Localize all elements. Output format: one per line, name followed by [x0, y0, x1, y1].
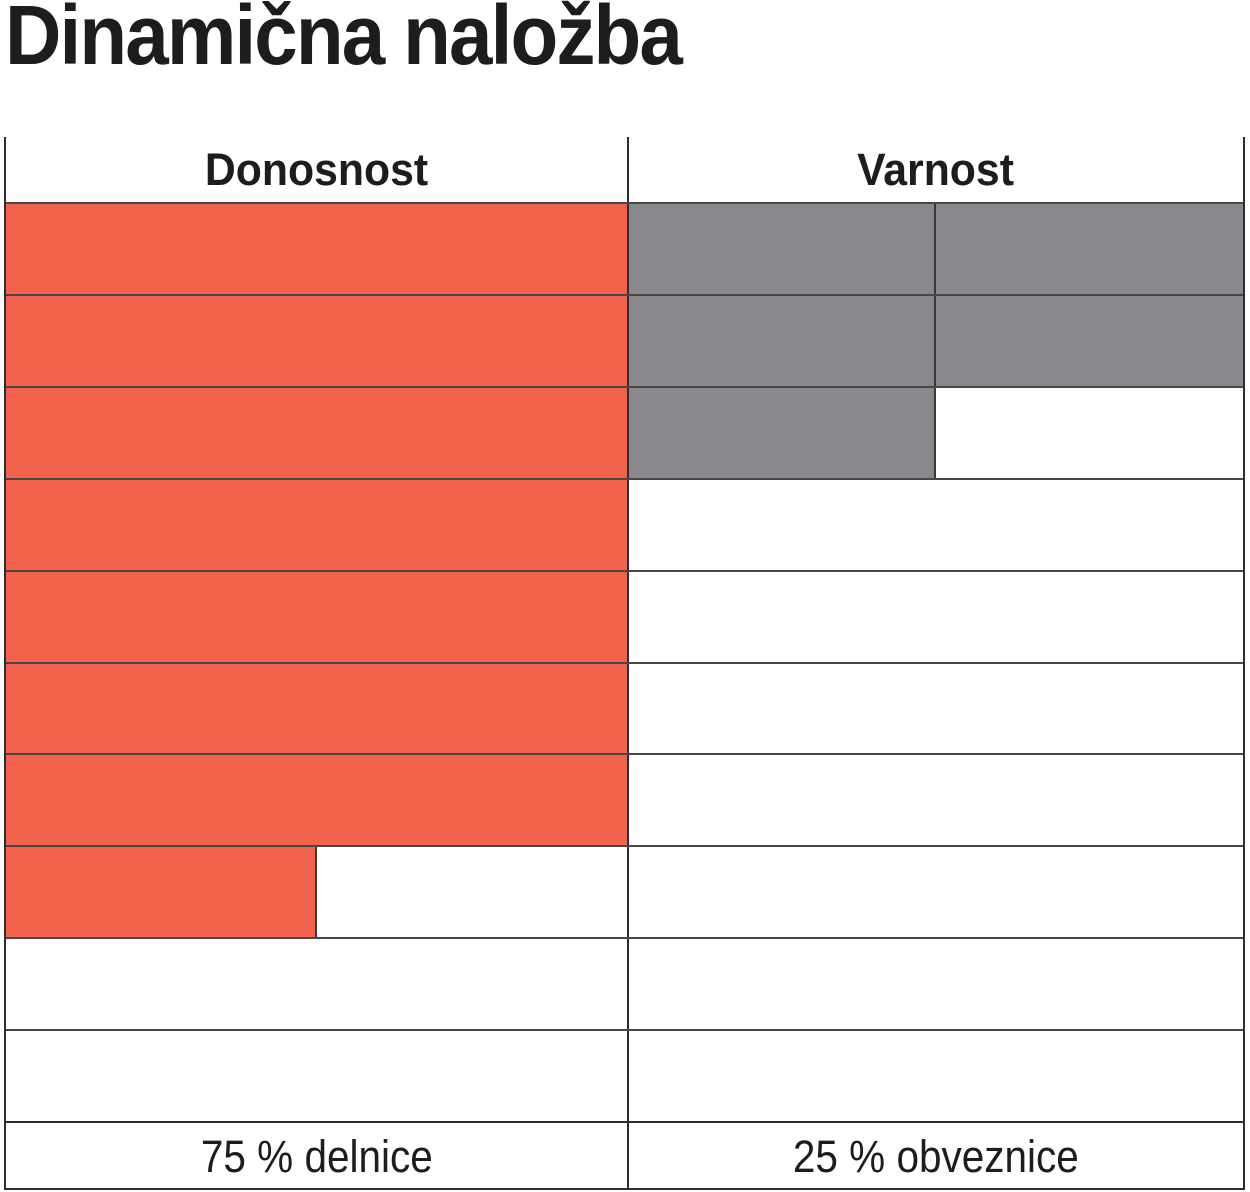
column-header-donosnost: Donosnost — [6, 137, 629, 202]
varnost-half-filled-cell — [629, 387, 936, 478]
rating-table: Donosnost Varnost 75 % delnice 25 % obve… — [4, 137, 1245, 1190]
varnost-cell — [629, 664, 1243, 754]
varnost-cell — [629, 480, 1243, 570]
donosnost-cell — [6, 387, 629, 478]
varnost-filled-subcell — [629, 204, 936, 294]
donosnost-filled-cell — [6, 663, 627, 754]
rating-row — [6, 293, 1243, 386]
rating-row — [6, 569, 1243, 662]
donosnost-filled-cell — [6, 204, 627, 294]
rating-row — [6, 753, 1243, 846]
donosnost-half-filled-cell — [6, 847, 317, 938]
donosnost-cell — [6, 847, 629, 938]
rating-row — [6, 937, 1243, 1030]
rating-row — [6, 204, 1243, 294]
rating-row — [6, 385, 1243, 478]
varnost-cell — [629, 847, 1243, 937]
column-header-varnost-label: Varnost — [857, 143, 1015, 195]
varnost-cell — [629, 755, 1243, 845]
donosnost-filled-cell — [6, 387, 627, 478]
rating-row — [6, 661, 1243, 754]
donosnost-cell — [6, 479, 629, 570]
footer-label-obveznice: 25 % obveznice — [793, 1130, 1079, 1182]
table-header-row: Donosnost Varnost — [6, 137, 1243, 202]
varnost-cell — [629, 387, 1243, 478]
donosnost-cell — [6, 939, 629, 1030]
donosnost-filled-cell — [6, 295, 627, 386]
rating-grid — [6, 202, 1243, 1122]
varnost-cell — [629, 295, 1243, 386]
column-header-varnost: Varnost — [629, 137, 1243, 202]
rating-row — [6, 845, 1243, 938]
varnost-cell — [629, 939, 1243, 1029]
donosnost-cell — [6, 663, 629, 754]
donosnost-cell — [6, 571, 629, 662]
donosnost-filled-cell — [6, 479, 627, 570]
rating-row — [6, 477, 1243, 570]
table-footer-row: 75 % delnice 25 % obveznice — [6, 1121, 1243, 1190]
donosnost-cell — [6, 204, 629, 294]
column-header-donosnost-label: Donosnost — [204, 143, 429, 195]
donosnost-cell — [6, 295, 629, 386]
varnost-filled-subcell — [629, 295, 936, 386]
page-title: Dinamična naložba — [5, 0, 732, 79]
donosnost-cell — [6, 755, 629, 846]
footer-cell-delnice: 75 % delnice — [6, 1123, 629, 1190]
varnost-filled-subcell — [936, 295, 1243, 386]
footer-cell-obveznice: 25 % obveznice — [629, 1123, 1243, 1190]
donosnost-filled-cell — [6, 571, 627, 662]
donosnost-filled-cell — [6, 755, 627, 846]
varnost-cell — [629, 572, 1243, 662]
footer-label-delnice: 75 % delnice — [200, 1130, 433, 1182]
donosnost-cell — [6, 1031, 629, 1122]
varnost-cell — [629, 1031, 1243, 1121]
page-title-text: Dinamična naložba — [5, 0, 683, 82]
varnost-cell — [629, 204, 1243, 294]
rating-row — [6, 1029, 1243, 1122]
varnost-filled-subcell — [936, 204, 1243, 294]
